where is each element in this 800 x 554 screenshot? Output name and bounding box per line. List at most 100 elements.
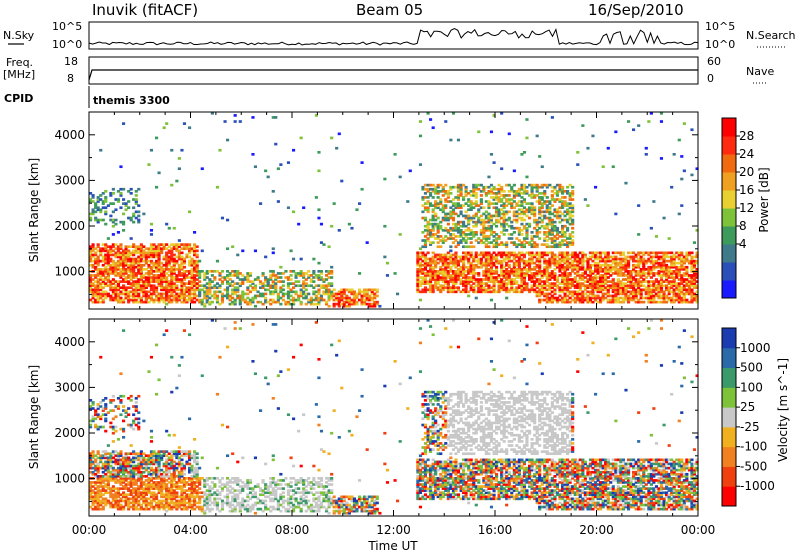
power-cell [347,290,351,294]
velocity-cell [104,497,108,501]
power-cell [467,208,471,212]
velocity-cell [116,462,121,466]
power-cell [680,300,684,304]
power-cell [469,190,473,193]
power-cell [487,214,491,218]
power-cell [195,278,199,281]
power-cell [182,245,187,249]
power-cell [269,292,273,296]
power-cell [96,282,100,285]
power-cell [456,241,461,244]
power-cell [307,300,311,304]
power-cell [639,280,643,283]
power-cell [276,300,280,304]
power-cell [487,216,491,220]
power-cell [520,284,524,288]
power-cell [180,257,184,261]
power-cell [507,288,511,292]
power-cell [555,259,560,263]
power-cell [436,280,440,283]
power-cell [434,263,438,267]
power-cell [576,274,580,277]
power-cell [91,249,95,253]
power-cell [555,245,560,249]
power-cell [695,268,699,271]
power-cell [540,276,544,279]
power-cell [522,183,527,187]
power-cell [451,284,456,288]
power-cell [657,255,661,259]
power-cell [517,265,521,269]
power-cell [690,263,694,267]
power-cell [563,224,567,228]
power-cell [637,286,641,290]
power-cell [375,302,379,306]
power-cell [573,292,577,296]
power-cell [677,292,681,296]
power-cell [591,253,595,257]
power-cell [421,272,425,275]
power-cell [502,206,506,210]
power-cell [454,286,458,290]
power-cell [129,282,133,285]
velocity-cell [104,483,108,486]
velocity-cell [104,413,108,417]
power-cell [469,265,473,269]
power-cell [695,167,699,171]
power-cell [538,196,542,199]
power-cell [208,300,212,304]
power-cell [373,304,377,308]
power-cell [520,222,524,226]
power-cell [139,278,143,281]
power-cell [124,268,128,271]
velocity-cell [109,475,113,478]
power-cell [566,241,570,244]
power-cell [578,257,582,261]
velocity-cell [96,450,100,453]
power-cell [439,284,443,288]
power-cell [363,288,367,292]
power-cell [474,224,478,228]
power-cell [657,265,661,269]
power-cell [241,290,245,294]
power-cell [190,257,194,261]
power-cell [550,253,554,257]
power-cell [119,298,123,302]
power-cell [228,296,232,300]
power-cell [616,251,620,255]
power-cell [505,251,509,255]
power-cell [566,204,570,207]
power-cell [246,292,250,296]
power-cell [591,263,595,267]
power-cell [188,296,192,300]
power-cell [502,243,506,246]
power-cell [662,296,666,300]
power-cell [614,270,618,273]
velocity-cell [94,464,98,468]
power-cell [451,216,456,220]
power-cell [614,272,618,275]
power-cell [563,294,567,298]
power-cell [155,263,159,267]
power-cell [101,263,105,267]
power-cell [109,247,113,251]
power-cell [512,257,516,261]
power-cell [167,284,171,288]
power-cell [677,296,681,300]
power-cell [436,222,440,226]
velocity-cell [89,458,93,462]
power-cell [375,300,379,304]
power-cell [510,206,514,210]
power-cell [157,292,161,296]
power-cell [571,255,575,259]
power-cell [637,270,641,273]
power-cell [525,284,529,288]
power-cell [119,261,123,265]
power-cell [360,300,364,304]
power-cell [558,253,562,257]
power-cell [205,282,209,285]
power-cell [127,245,131,249]
power-cell [119,255,123,259]
power-cell [649,265,653,269]
power-cell [665,263,669,267]
